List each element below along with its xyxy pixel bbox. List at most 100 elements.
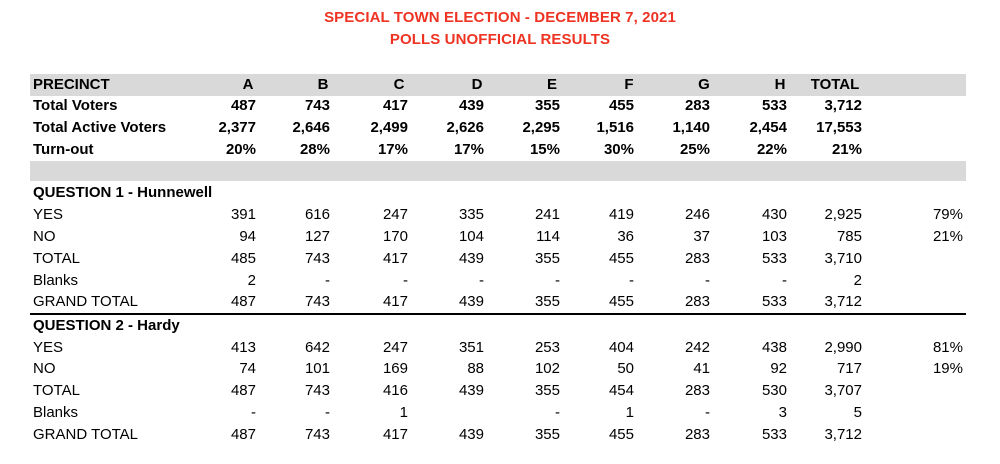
cell-value: 743 bbox=[304, 97, 330, 114]
summary-row: Total Voters 487 743 417 439 355 455 283 533 3,71… bbox=[30, 95, 966, 117]
cell-value: 283 bbox=[684, 426, 710, 443]
cell-value: 717 bbox=[836, 360, 862, 377]
cell-value: 241 bbox=[534, 206, 560, 223]
summary-row: Total Active Voters 2,377 2,646 2,499 2,626 2… bbox=[30, 117, 966, 139]
cell-value: 355 bbox=[534, 382, 560, 399]
cell-value: 17,553 bbox=[816, 119, 862, 136]
row-label: YES bbox=[33, 206, 64, 223]
cell-value: 439 bbox=[458, 97, 484, 114]
cell-value: 246 bbox=[684, 206, 710, 223]
row-label: Turn-out bbox=[33, 141, 94, 158]
cell-value: 17% bbox=[453, 141, 484, 158]
cell-value: 785 bbox=[836, 228, 862, 245]
row-label: NO bbox=[33, 360, 56, 377]
cell-value: 413 bbox=[230, 339, 256, 356]
cell-value: - bbox=[705, 404, 710, 421]
percent-value: 21% bbox=[932, 228, 963, 245]
cell-value: 743 bbox=[304, 426, 330, 443]
cell-value: 454 bbox=[608, 382, 634, 399]
cell-value: 2 bbox=[853, 272, 862, 289]
cell-value: 355 bbox=[534, 250, 560, 267]
column-header-c: C bbox=[393, 76, 405, 93]
question-1-row: TOTAL 485 743 417 439 355 455 283 533 3,710 bbox=[30, 248, 966, 270]
cell-value: 355 bbox=[534, 293, 560, 310]
cell-value: 355 bbox=[534, 426, 560, 443]
column-header-d: D bbox=[471, 76, 483, 93]
cell-value: 283 bbox=[684, 293, 710, 310]
cell-value: 28% bbox=[299, 141, 330, 158]
question-1-row: GRAND TOTAL 487 743 417 439 355 455 283 533 3,712 bbox=[30, 291, 966, 313]
question-1-title: QUESTION 1 - Hunnewell bbox=[33, 184, 213, 201]
cell-value: 3,712 bbox=[824, 97, 862, 114]
cell-value: 247 bbox=[382, 339, 408, 356]
cell-value: 533 bbox=[761, 250, 787, 267]
cell-value: 439 bbox=[458, 293, 484, 310]
question-2-title-row: QUESTION 2 - Hardy bbox=[30, 315, 966, 337]
cell-value: 36 bbox=[617, 228, 634, 245]
cell-value: 20% bbox=[225, 141, 256, 158]
cell-value: 455 bbox=[608, 97, 634, 114]
cell-value: 88 bbox=[467, 360, 484, 377]
cell-value: 37 bbox=[693, 228, 710, 245]
column-header-f: F bbox=[624, 76, 634, 93]
summary-row: Turn-out 20% 28% 17% 17% 15% 30% 25% 22% 21% bbox=[30, 139, 966, 161]
cell-value: 417 bbox=[382, 426, 408, 443]
percent-value: 79% bbox=[932, 206, 963, 223]
cell-value: 127 bbox=[304, 228, 330, 245]
cell-value: 439 bbox=[458, 382, 484, 399]
cell-value: 41 bbox=[693, 360, 710, 377]
row-label: Total Voters bbox=[33, 97, 118, 114]
cell-value: 114 bbox=[536, 228, 560, 245]
cell-value: - bbox=[555, 404, 560, 421]
question-1-row: Blanks 2 - - - - - - - 2 bbox=[30, 270, 966, 292]
question-1-title-row: QUESTION 1 - Hunnewell bbox=[30, 182, 966, 204]
cell-value: 74 bbox=[239, 360, 256, 377]
cell-value: - bbox=[251, 404, 256, 421]
cell-value: 247 bbox=[382, 206, 408, 223]
cell-value: 242 bbox=[684, 339, 710, 356]
row-label: GRAND TOTAL bbox=[33, 426, 139, 443]
cell-value: 94 bbox=[239, 228, 256, 245]
cell-value: 92 bbox=[770, 360, 787, 377]
cell-value: 335 bbox=[458, 206, 484, 223]
cell-value: 616 bbox=[304, 206, 330, 223]
column-header-a: A bbox=[242, 76, 254, 93]
question-2-row: YES 413 642 247 351 253 404 242 438 2,990 81% bbox=[30, 337, 966, 359]
cell-value: 533 bbox=[761, 293, 787, 310]
cell-value: 743 bbox=[304, 293, 330, 310]
row-label: Total Active Voters bbox=[33, 119, 167, 136]
gray-separator-band bbox=[30, 161, 966, 181]
cell-value: 30% bbox=[603, 141, 634, 158]
question-divider-line bbox=[30, 313, 966, 315]
percent-value: 19% bbox=[932, 360, 963, 377]
cell-value: 103 bbox=[761, 228, 787, 245]
cell-value: 17% bbox=[377, 141, 408, 158]
cell-value: 1,140 bbox=[672, 119, 710, 136]
question-2-title: QUESTION 2 - Hardy bbox=[33, 317, 180, 334]
cell-value: 3,710 bbox=[824, 250, 862, 267]
cell-value: 21% bbox=[831, 141, 862, 158]
cell-value: 487 bbox=[230, 293, 256, 310]
question-2-row: GRAND TOTAL 487 743 417 439 355 455 283 533 3,712 bbox=[30, 424, 966, 446]
cell-value: 417 bbox=[382, 250, 408, 267]
column-header-b: B bbox=[317, 76, 329, 93]
cell-value: - bbox=[629, 272, 634, 289]
cell-value: 455 bbox=[608, 426, 634, 443]
cell-value: 438 bbox=[761, 339, 787, 356]
cell-value: 22% bbox=[756, 141, 787, 158]
cell-value: 419 bbox=[608, 206, 634, 223]
cell-value: 487 bbox=[230, 97, 256, 114]
cell-value: 104 bbox=[458, 228, 484, 245]
cell-value: 2,626 bbox=[446, 119, 484, 136]
report-title: SPECIAL TOWN ELECTION - DECEMBER 7, 2021 bbox=[324, 9, 676, 26]
cell-value: - bbox=[782, 272, 787, 289]
question-2-row: TOTAL 487 743 416 439 355 454 283 530 3,707 bbox=[30, 380, 966, 402]
precinct-header: PRECINCT bbox=[33, 76, 110, 93]
cell-value: 417 bbox=[382, 293, 408, 310]
cell-value: 2,499 bbox=[370, 119, 408, 136]
cell-value: 2,454 bbox=[749, 119, 787, 136]
row-label: TOTAL bbox=[33, 382, 80, 399]
table-header-row: PRECINCT A B C D E F G H TOTAL bbox=[30, 74, 966, 96]
cell-value: 283 bbox=[684, 97, 710, 114]
cell-value: 530 bbox=[761, 382, 787, 399]
